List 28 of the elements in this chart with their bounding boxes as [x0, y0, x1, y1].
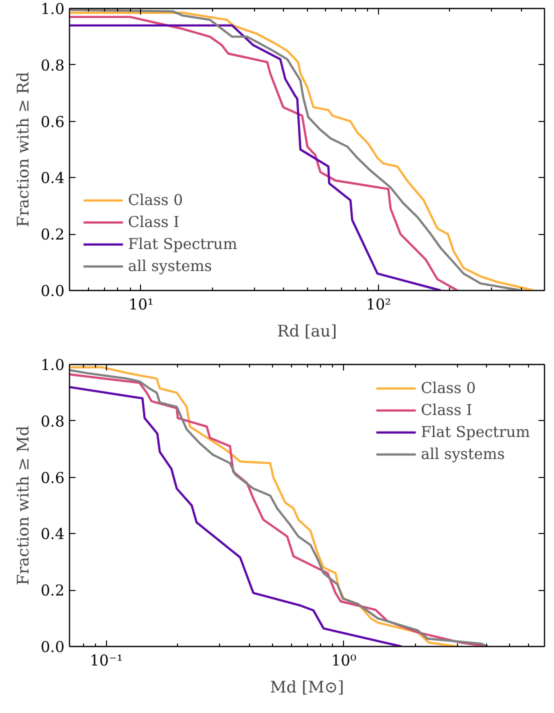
y-tick-label: 0.6: [40, 468, 65, 487]
y-tick-label: 0.0: [40, 638, 65, 656]
y-tick-label: 0.2: [40, 226, 65, 244]
x-tick-label: 10²: [366, 296, 392, 314]
legend-label: Class 0: [420, 379, 476, 397]
x-tick-label: 10⁻¹: [90, 652, 123, 670]
x-tick-label: 10⁰: [331, 652, 356, 670]
y-tick-label: 0.4: [40, 525, 65, 544]
x-axis-title: Rd [au]: [277, 322, 337, 340]
legend-label: Class I: [128, 213, 180, 231]
legend-label: Flat Spectrum: [420, 423, 530, 441]
y-tick-label: 1.0: [40, 0, 65, 18]
y-tick-label: 1.0: [40, 356, 65, 374]
x-axis-title: Md [M⊙]: [270, 678, 344, 696]
y-tick-label: 0.8: [40, 412, 65, 430]
y-axis-title: Fraction with ≥ Md: [14, 426, 33, 586]
y-tick-label: 0.4: [40, 169, 65, 188]
y-tick-label: 0.0: [40, 282, 65, 300]
legend-label: Flat Spectrum: [128, 235, 238, 253]
y-tick-label: 0.8: [40, 56, 65, 74]
legend-label: Class 0: [128, 191, 183, 209]
y-axis-title: Fraction with ≥ Rd: [14, 72, 33, 228]
legend-label: Class I: [420, 401, 472, 419]
legend-label: all systems: [420, 445, 505, 463]
y-tick-label: 0.2: [40, 582, 65, 600]
x-tick-label: 10¹: [128, 296, 154, 314]
y-tick-label: 0.6: [40, 112, 65, 131]
legend-label: all systems: [128, 257, 212, 275]
